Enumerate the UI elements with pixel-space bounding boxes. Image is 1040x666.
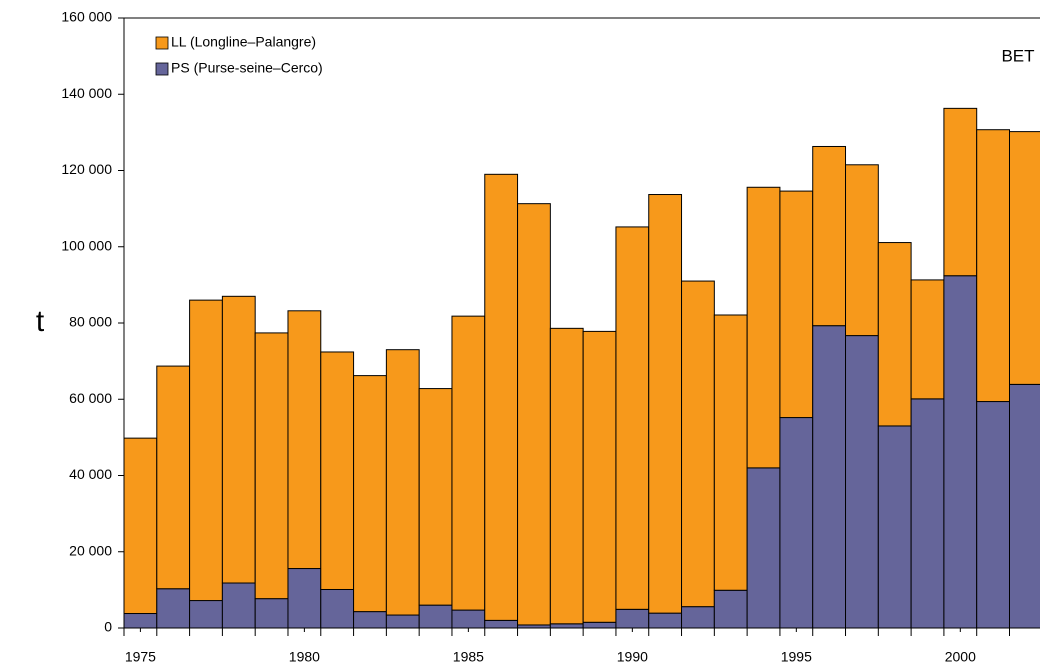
bar-segment — [746, 186, 781, 469]
y-tick-label: 60 000 — [69, 390, 112, 406]
bar-segment — [681, 606, 715, 629]
bar-segment — [943, 275, 978, 629]
bar-segment — [189, 600, 223, 629]
bar-segment — [713, 314, 748, 591]
legend-label: PS (Purse-seine–Cerco) — [171, 60, 323, 76]
x-tick-label: 1975 — [125, 649, 156, 665]
bar-segment — [877, 242, 912, 427]
bar-segment — [418, 388, 453, 606]
bar-segment — [123, 437, 158, 615]
bar-segment — [910, 279, 945, 400]
y-tick-label: 80 000 — [69, 314, 112, 330]
x-tick-label: 1990 — [617, 649, 648, 665]
y-tick-label: 20 000 — [69, 542, 112, 558]
bar-segment — [320, 351, 355, 590]
bar-segment — [123, 613, 158, 629]
bar-segment — [845, 164, 879, 337]
bar-segment — [779, 190, 814, 419]
bar-segment — [615, 608, 650, 629]
bar-segment — [549, 623, 584, 629]
y-tick-label: 0 — [104, 619, 112, 635]
bar-segment — [353, 611, 387, 629]
y-tick-label: 100 000 — [61, 237, 112, 253]
bar-segment — [353, 375, 387, 613]
bar-segment — [385, 614, 420, 629]
legend-swatch — [155, 36, 169, 50]
bar-segment — [287, 568, 322, 629]
bar-segment — [943, 107, 978, 277]
bar-segment — [812, 325, 847, 629]
legend-swatch — [155, 62, 169, 76]
bar-segment — [320, 588, 355, 629]
bar-segment — [484, 173, 519, 621]
y-tick-label: 140 000 — [61, 85, 112, 101]
y-tick-label: 160 000 — [61, 9, 112, 25]
bar-segment — [648, 194, 683, 614]
y-tick-label: 120 000 — [61, 161, 112, 177]
bar-segment — [254, 332, 289, 600]
bar-segment — [385, 349, 420, 616]
y-axis-label: t — [36, 305, 45, 338]
bar-segment — [910, 398, 945, 629]
bar-segment — [517, 203, 551, 626]
bar-segment — [484, 619, 519, 629]
bar-segment — [976, 401, 1010, 629]
bar-segment — [254, 598, 289, 629]
annotation: BET — [1001, 46, 1034, 65]
bar-segment — [451, 315, 486, 611]
legend-label: LL (Longline–Palangre) — [171, 34, 316, 50]
y-tick-label: 40 000 — [69, 466, 112, 482]
bar-segment — [976, 129, 1010, 403]
x-tick-label: 2000 — [945, 649, 976, 665]
bar-segment — [746, 467, 781, 629]
bar-segment — [812, 145, 847, 327]
bar-segment — [615, 226, 650, 610]
bar-segment — [582, 621, 617, 629]
bar-segment — [549, 327, 584, 625]
bar-segment — [877, 425, 912, 629]
bar-segment — [418, 604, 453, 629]
bar-segment — [779, 417, 814, 629]
bar-segment — [713, 589, 748, 629]
bar-segment — [845, 335, 879, 629]
bar-segment — [156, 365, 191, 590]
x-tick-label: 1985 — [453, 649, 484, 665]
bar-segment — [648, 612, 683, 629]
bar-segment — [681, 280, 715, 608]
bar-segment — [1008, 383, 1040, 629]
bar-segment — [582, 330, 617, 623]
bar-segment — [287, 310, 322, 570]
bar-segment — [221, 582, 256, 629]
bar-segment — [451, 609, 486, 629]
bar-segment — [221, 295, 256, 584]
bars — [123, 107, 1040, 629]
x-tick-label: 1980 — [289, 649, 320, 665]
x-tick-label: 1995 — [781, 649, 812, 665]
bar-segment — [1008, 131, 1040, 385]
bar-segment — [156, 588, 191, 629]
bar-segment — [189, 299, 223, 602]
